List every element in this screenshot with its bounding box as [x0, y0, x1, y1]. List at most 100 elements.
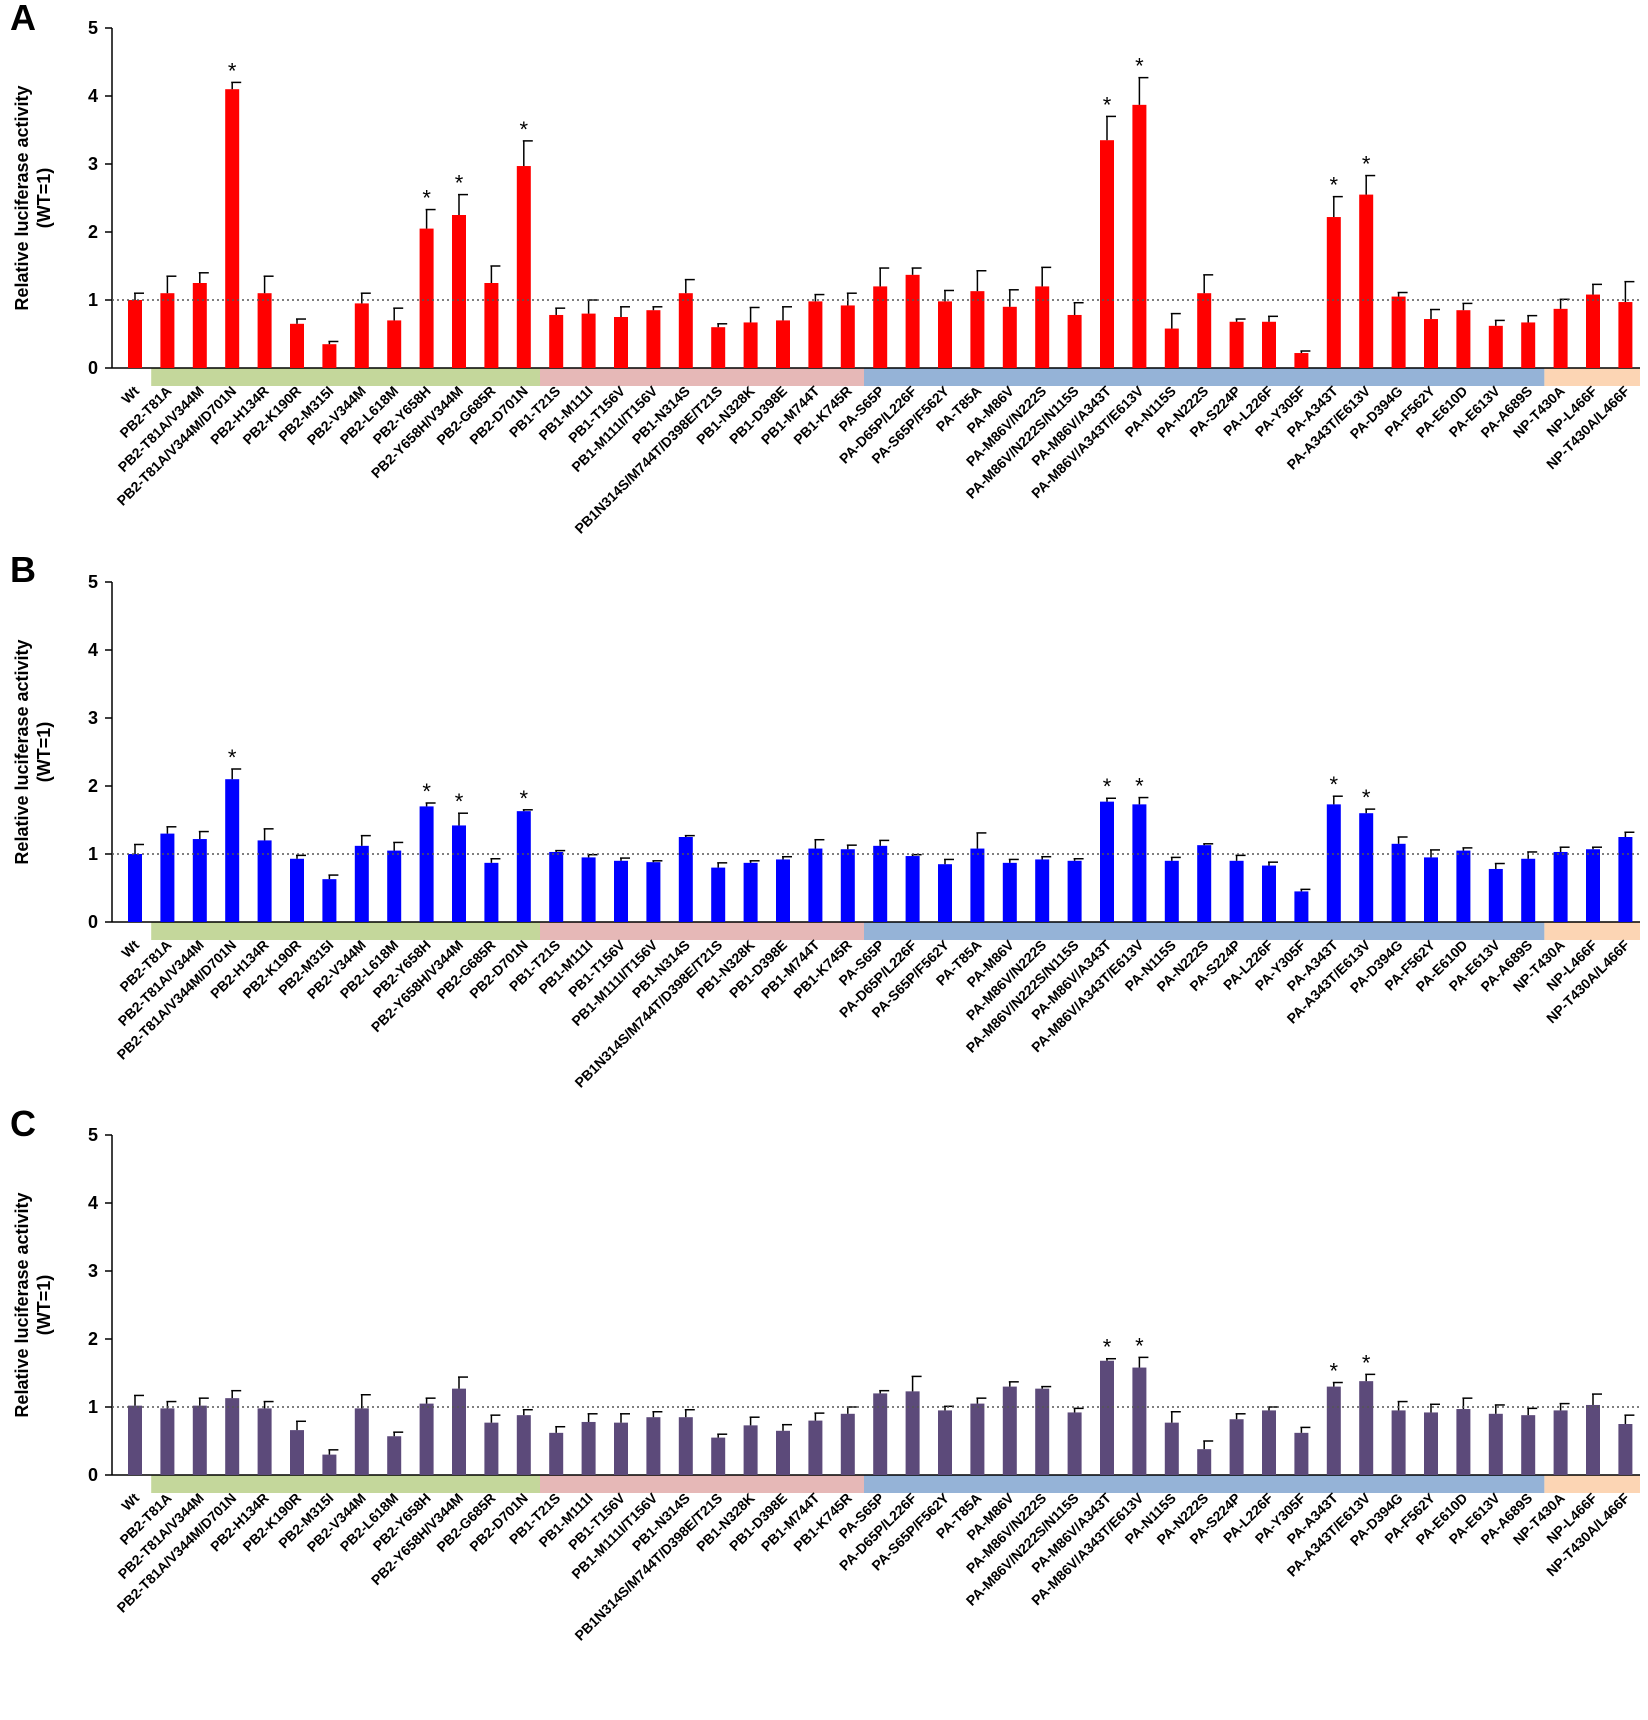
bar — [1391, 296, 1406, 368]
bar — [354, 1408, 369, 1475]
bar — [257, 1408, 272, 1475]
bar — [1164, 860, 1179, 922]
y-axis-label-line1: Relative luciferase activity — [12, 1192, 32, 1417]
significance-star: * — [1330, 173, 1339, 198]
bar — [743, 862, 758, 922]
bar — [711, 327, 726, 368]
bar — [1262, 865, 1276, 922]
bar — [1618, 837, 1633, 922]
y-tick-label: 1 — [88, 290, 98, 310]
y-tick-label: 4 — [88, 86, 98, 106]
bar — [840, 849, 855, 922]
panel-C: C Relative luciferase activity (WT=1) 0 1 2 3 4… — [10, 1103, 1640, 1644]
group-strip-np — [1544, 922, 1640, 940]
bar — [1002, 862, 1017, 922]
bar — [1326, 804, 1341, 922]
bar — [1067, 860, 1082, 922]
bar — [581, 1421, 596, 1475]
bar — [938, 301, 952, 368]
bar — [1326, 217, 1341, 368]
bar — [1100, 140, 1114, 368]
bar — [192, 283, 207, 368]
bar — [873, 845, 888, 922]
bar — [1488, 868, 1503, 922]
y-tick-label: 0 — [88, 912, 98, 932]
y-axis-label: Relative luciferase activity (WT=1) — [12, 1192, 54, 1417]
bar — [1424, 857, 1438, 922]
bar — [290, 858, 304, 922]
bar — [1456, 1409, 1471, 1475]
bar — [225, 89, 240, 368]
significance-star: * — [1330, 772, 1339, 797]
bar — [1586, 294, 1600, 368]
bar — [1132, 1367, 1147, 1475]
bar — [290, 1430, 304, 1475]
bar — [516, 811, 531, 922]
bar — [1359, 1381, 1374, 1475]
y-tick-label: 4 — [88, 1193, 98, 1213]
bar — [646, 862, 661, 922]
bar — [516, 1415, 531, 1475]
y-axis-label-line2: (WT=1) — [34, 168, 54, 229]
bar — [257, 840, 272, 922]
y-tick-label: 5 — [88, 1125, 98, 1145]
bar — [938, 1410, 952, 1475]
bar — [160, 1408, 175, 1475]
bar — [484, 862, 499, 922]
bar — [322, 879, 337, 922]
y-tick-label: 3 — [88, 154, 98, 174]
bar — [1035, 286, 1050, 368]
bar — [484, 1422, 499, 1475]
y-tick-label: 2 — [88, 222, 98, 242]
significance-star: * — [228, 58, 237, 83]
bar — [614, 1422, 628, 1475]
significance-star: * — [1135, 774, 1144, 799]
panel-letter: A — [10, 0, 36, 38]
bar — [614, 317, 628, 368]
bar — [1326, 1386, 1341, 1475]
bar — [1391, 843, 1406, 922]
bar — [419, 806, 434, 922]
y-tick-label: 3 — [88, 708, 98, 728]
bar — [581, 857, 596, 922]
significance-star: * — [1103, 92, 1112, 117]
group-strip-pa — [864, 922, 1545, 940]
bar — [1294, 353, 1309, 368]
bar — [128, 854, 142, 922]
y-tick-label: 2 — [88, 1329, 98, 1349]
bar — [484, 283, 499, 368]
significance-star: * — [422, 186, 431, 211]
y-tick-label: 5 — [88, 572, 98, 592]
bar — [1002, 1386, 1017, 1475]
bar — [1262, 1410, 1276, 1475]
bar — [678, 837, 693, 922]
panel-letter: B — [10, 549, 36, 590]
bar — [1197, 845, 1212, 922]
bar — [840, 305, 855, 368]
bar — [808, 301, 823, 368]
significance-star: * — [455, 171, 464, 196]
x-tick-label: Wt — [118, 937, 142, 961]
significance-star: * — [1362, 1350, 1371, 1375]
bar — [1197, 293, 1212, 368]
x-tick-label: Wt — [118, 1490, 142, 1514]
y-tick-label: 1 — [88, 844, 98, 864]
bar — [225, 1398, 240, 1475]
y-axis-label-line1: Relative luciferase activity — [12, 85, 32, 310]
bar — [905, 856, 920, 922]
bar — [1586, 1404, 1600, 1475]
bar — [1618, 1424, 1633, 1475]
bar — [1488, 1413, 1503, 1475]
bar — [776, 1430, 790, 1475]
bar — [387, 320, 402, 368]
group-strip-pa — [864, 368, 1545, 386]
bar — [322, 1454, 337, 1475]
bar — [1424, 319, 1438, 368]
y-tick-label: 0 — [88, 1465, 98, 1485]
bar — [1197, 1449, 1212, 1475]
bar — [452, 825, 466, 922]
bar — [322, 344, 337, 368]
bar — [1229, 321, 1244, 368]
bar — [1586, 849, 1600, 922]
